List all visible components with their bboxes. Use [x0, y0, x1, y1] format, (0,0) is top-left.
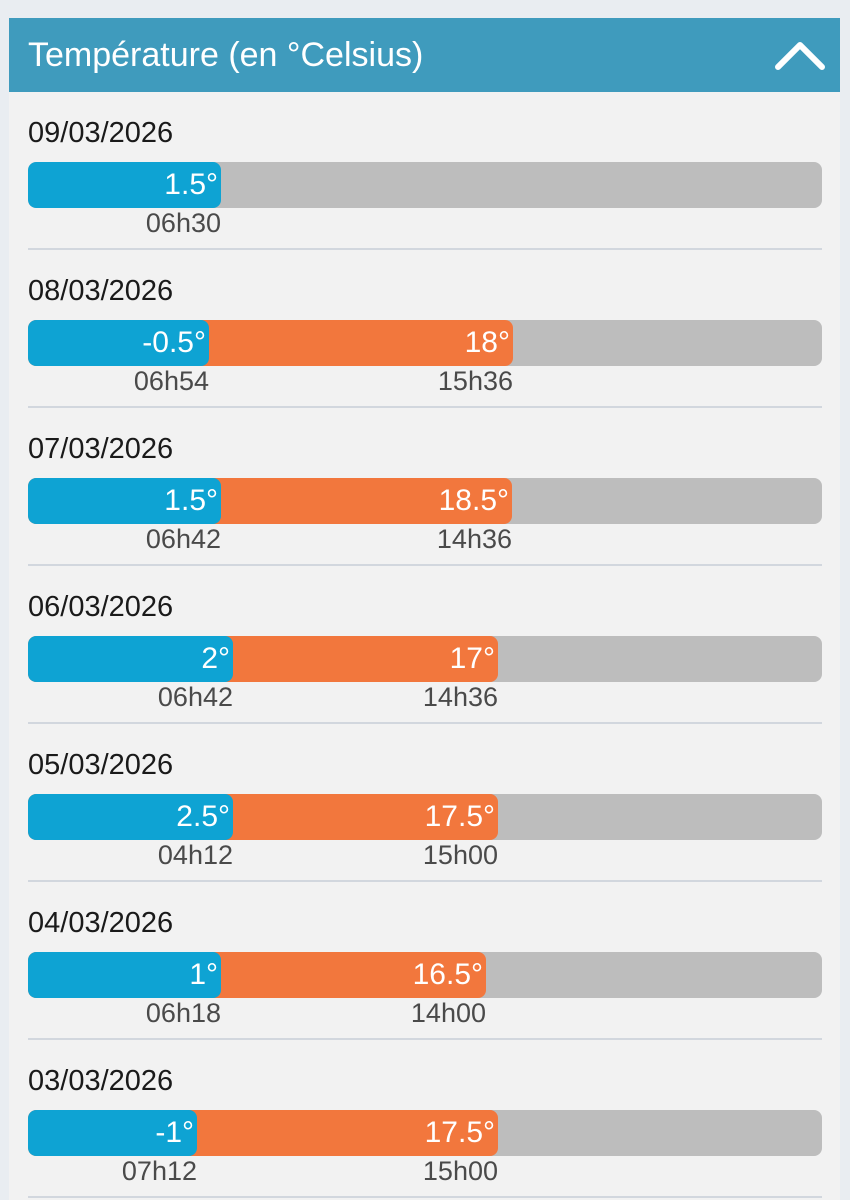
min-temperature-bar	[28, 794, 233, 840]
max-temperature-time: 15h00	[422, 840, 498, 870]
temperature-bar-track: -1° 17.5°	[28, 1110, 822, 1156]
day-date: 03/03/2026	[28, 1065, 174, 1097]
max-temperature-time: 14h36	[422, 682, 498, 712]
max-temperature-value: 18°	[464, 326, 510, 359]
panel-header[interactable]: Température (en °Celsius)	[9, 18, 840, 92]
day-row: 03/03/2026 -1° 17.5° 07h12 15h00	[28, 1040, 822, 1198]
min-temperature-time: 06h18	[145, 998, 221, 1028]
min-temperature-value: 2.5°	[176, 800, 230, 833]
min-temperature-value: 1.5°	[164, 484, 218, 517]
temperature-bar-track: -0.5° 18°	[28, 320, 822, 366]
day-date: 05/03/2026	[28, 749, 174, 781]
max-temperature-time: 14h36	[436, 524, 512, 554]
min-temperature-bar	[28, 636, 233, 682]
day-date: 06/03/2026	[28, 591, 174, 623]
min-temperature-bar	[28, 952, 221, 998]
temperature-bar-track: 1.5° 18.5°	[28, 478, 822, 524]
day-row: 08/03/2026 -0.5° 18° 06h54 15h36	[28, 250, 822, 408]
min-temperature-value: 1.5°	[164, 168, 218, 201]
day-date: 04/03/2026	[28, 907, 174, 939]
temperature-bar-track: 2.5° 17.5°	[28, 794, 822, 840]
min-temperature-time: 06h42	[145, 524, 221, 554]
collapse-button[interactable]	[770, 25, 830, 85]
day-list: 09/03/2026 1.5° 06h30 08/03/2026 -0.5° 18° 06h…	[28, 92, 822, 1198]
min-temperature-bar	[28, 320, 209, 366]
min-temperature-value: -1°	[155, 1116, 194, 1149]
min-temperature-time: 06h42	[157, 682, 233, 712]
day-date: 07/03/2026	[28, 433, 174, 465]
min-temperature-time: 07h12	[121, 1156, 197, 1186]
max-temperature-value: 17.5°	[424, 1116, 495, 1149]
max-temperature-value: 17.5°	[424, 800, 495, 833]
max-temperature-time: 15h00	[422, 1156, 498, 1186]
max-temperature-value: 18.5°	[438, 484, 509, 517]
day-date: 09/03/2026	[28, 117, 174, 149]
min-temperature-value: -0.5°	[142, 326, 206, 359]
min-temperature-bar	[28, 478, 221, 524]
min-temperature-bar	[28, 162, 221, 208]
min-temperature-time: 06h30	[145, 208, 221, 238]
day-date: 08/03/2026	[28, 275, 174, 307]
min-temperature-time: 04h12	[157, 840, 233, 870]
min-temperature-value: 2°	[201, 642, 230, 675]
day-row: 05/03/2026 2.5° 17.5° 04h12 15h00	[28, 724, 822, 882]
temperature-bar-track: 1.5°	[28, 162, 822, 208]
chevron-up-icon	[775, 42, 825, 70]
max-temperature-time: 14h00	[410, 998, 486, 1028]
max-temperature-time: 15h36	[437, 366, 513, 396]
min-temperature-value: 1°	[189, 958, 218, 991]
day-row: 06/03/2026 2° 17° 06h42 14h36	[28, 566, 822, 724]
min-temperature-time: 06h54	[133, 366, 209, 396]
panel-title: Température (en °Celsius)	[28, 36, 424, 74]
day-row: 09/03/2026 1.5° 06h30	[28, 92, 822, 250]
temperature-panel: Température (en °Celsius) 09/03/2026 1.5°…	[9, 18, 840, 1200]
max-temperature-value: 17°	[449, 642, 495, 675]
day-row: 04/03/2026 1° 16.5° 06h18 14h00	[28, 882, 822, 1040]
temperature-bar-track: 2° 17°	[28, 636, 822, 682]
temperature-bar-track: 1° 16.5°	[28, 952, 822, 998]
day-row: 07/03/2026 1.5° 18.5° 06h42 14h36	[28, 408, 822, 566]
min-temperature-bar	[28, 1110, 197, 1156]
max-temperature-value: 16.5°	[412, 958, 483, 991]
